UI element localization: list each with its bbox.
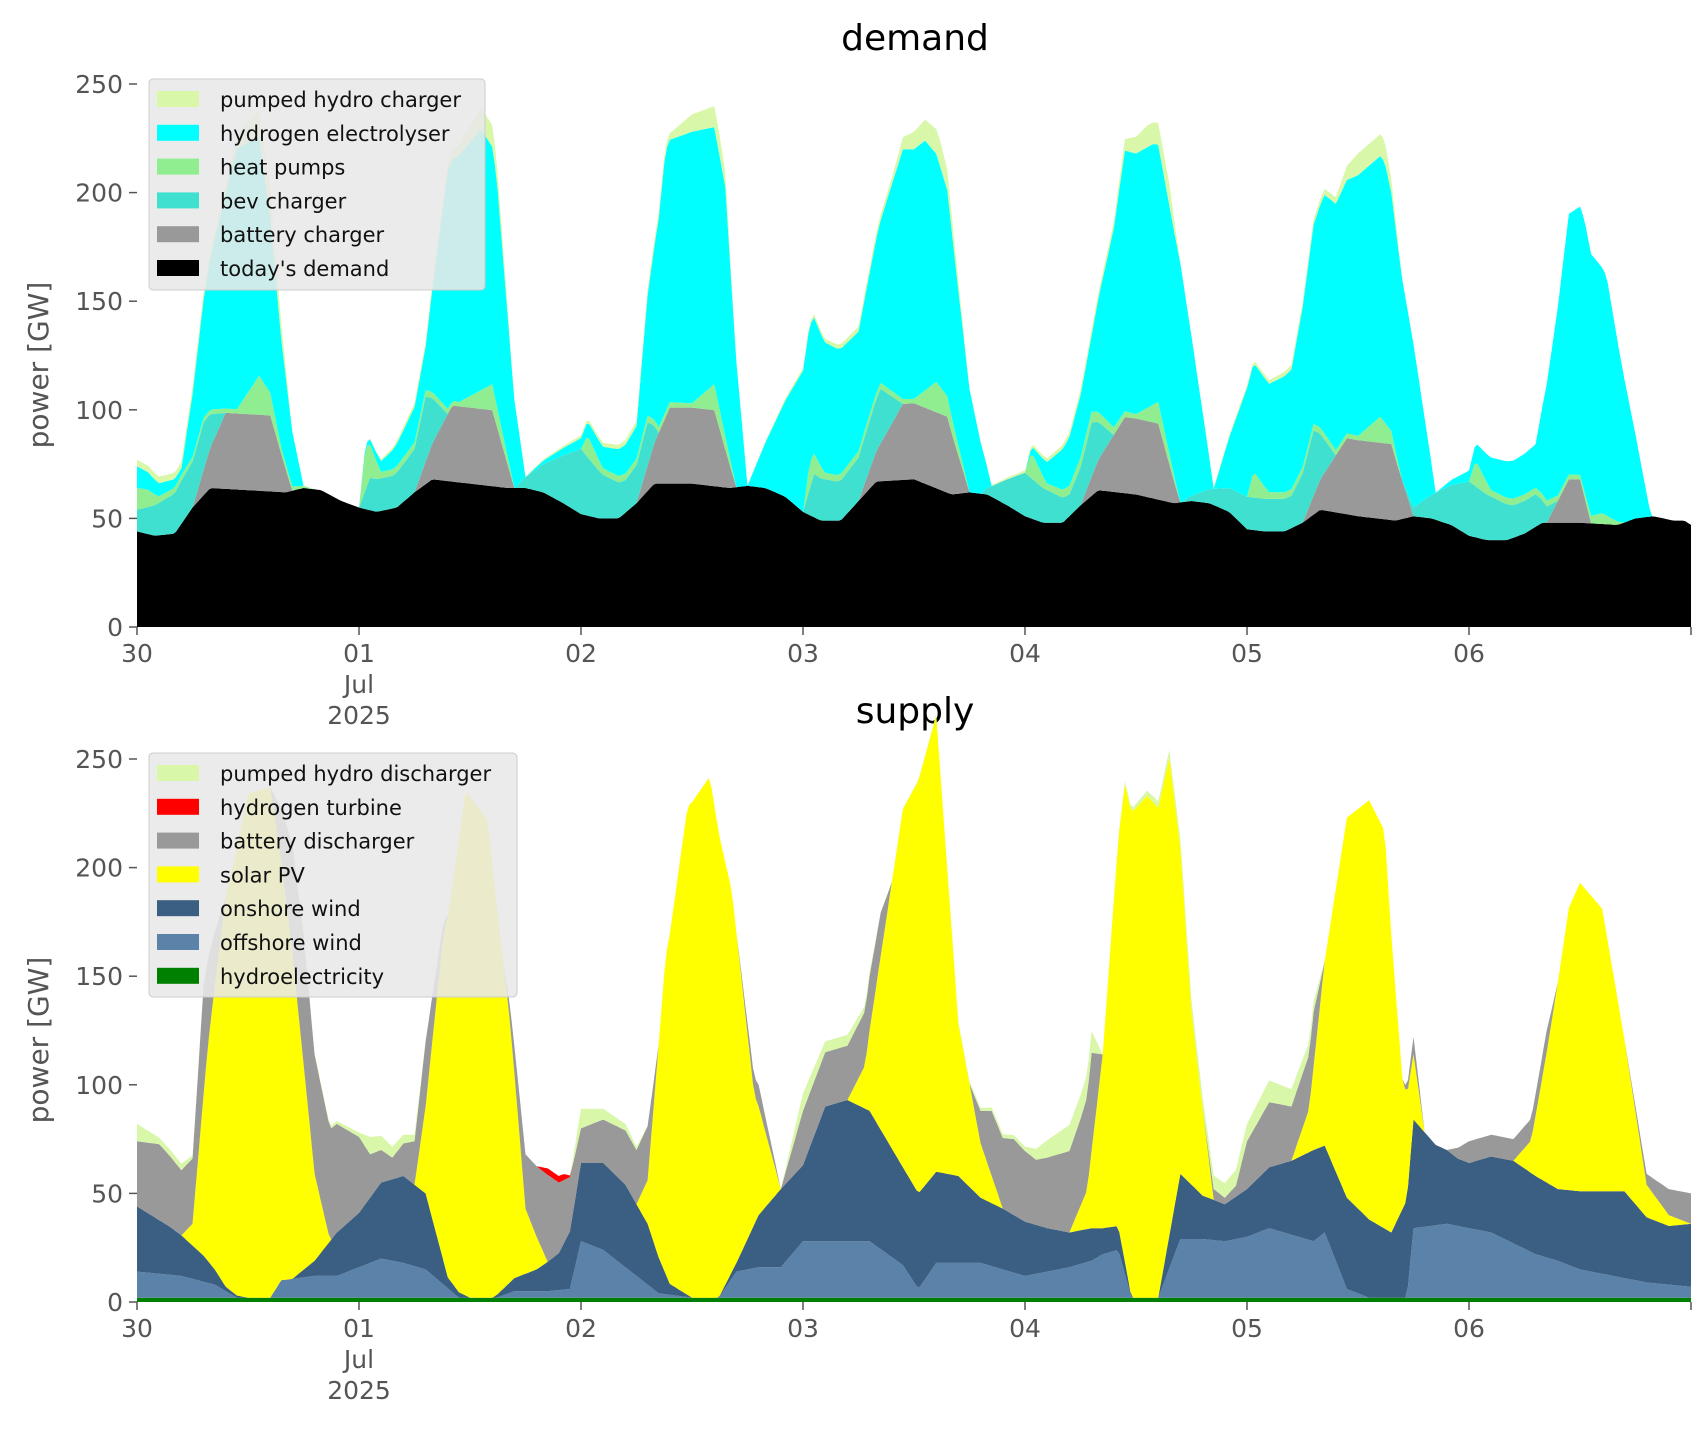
supply-x-tick-label: 06 <box>1453 1314 1485 1343</box>
demand-legend-label-battery-charger: battery charger <box>220 223 385 247</box>
supply-x-tick-label: 2025 <box>327 1376 391 1405</box>
supply-x-tick-label: 04 <box>1009 1314 1041 1343</box>
demand-legend-label-heat-pumps: heat pumps <box>220 156 345 180</box>
demand-area-hydrogen-electrolyser <box>137 127 1691 525</box>
demand-y-tick-label: 150 <box>75 287 123 316</box>
demand-x-tick-label: 06 <box>1453 639 1485 668</box>
supply-legend-label-onshore-wind: onshore wind <box>220 897 361 921</box>
demand-area-today-s-demand <box>137 479 1691 627</box>
supply-area-battery-discharger <box>137 715 1691 1262</box>
supply-legend-label-hydrogen-turbine: hydrogen turbine <box>220 796 402 820</box>
supply-y-tick-label: 250 <box>75 745 123 774</box>
supply-x-tick-label: 01 <box>343 1314 375 1343</box>
demand-chart-title: demand <box>841 18 989 59</box>
demand-x-tick-label: 04 <box>1009 639 1041 668</box>
demand-areas <box>137 106 1691 627</box>
demand-x-tick-label: 01 <box>343 639 375 668</box>
supply-y-tick-label: 50 <box>91 1179 123 1208</box>
demand-x-tick-label: 02 <box>565 639 597 668</box>
demand-x-tick-label: Jul <box>342 670 374 699</box>
supply-legend: pumped hydro discharger hydrogen turbine b… <box>148 752 518 998</box>
supply-legend-swatch-solar-pv <box>157 866 199 883</box>
demand-legend-swatch-heat-pumps <box>157 158 199 175</box>
supply-legend-label-pumped-hydro-discharger: pumped hydro discharger <box>220 762 491 786</box>
supply-legend-swatch-battery-discharger <box>157 832 199 849</box>
demand-y-tick-label: 100 <box>75 396 123 425</box>
supply-legend-swatch-hydrogen-turbine <box>157 798 199 815</box>
demand-y-axis-label: power [GW] <box>22 282 55 449</box>
demand-legend-swatch-today-s-demand <box>157 260 199 276</box>
demand-y-tick-label: 200 <box>75 179 123 208</box>
supply-area-offshore-wind <box>137 1223 1691 1298</box>
supply-legend-swatch-pumped-hydro-discharger <box>157 765 199 781</box>
supply-legend-box <box>148 752 518 998</box>
demand-legend-swatch-pumped-hydro-charger <box>157 91 199 107</box>
supply-x-tick-label: 05 <box>1231 1314 1263 1343</box>
supply-legend-label-hydroelectricity: hydroelectricity <box>220 965 384 989</box>
demand-legend-box <box>148 78 486 291</box>
supply-legend-swatch-hydroelectricity <box>157 967 199 984</box>
supply-area-solar-pv <box>137 715 1691 1298</box>
supply-legend-label-battery-discharger: battery discharger <box>220 830 415 854</box>
supply-y-tick-label: 200 <box>75 854 123 883</box>
supply-x-tick-label: Jul <box>342 1345 374 1374</box>
demand-legend-swatch-hydrogen-electrolyser <box>157 124 199 141</box>
supply-legend-swatch-onshore-wind <box>157 900 199 917</box>
demand-legend-label-hydrogen-electrolyser: hydrogen electrolyser <box>220 122 450 146</box>
supply-y-tick-label: 100 <box>75 1071 123 1100</box>
demand-legend-label-today-s-demand: today's demand <box>220 257 389 281</box>
supply-legend-swatch-offshore-wind <box>157 934 199 950</box>
demand-legend-swatch-battery-charger <box>157 226 199 243</box>
demand-x-tick-label: 30 <box>121 639 153 668</box>
demand-legend-label-pumped-hydro-charger: pumped hydro charger <box>220 88 461 112</box>
supply-areas <box>137 713 1691 1302</box>
supply-x-tick-label: 03 <box>787 1314 819 1343</box>
demand-x-tick-label: 05 <box>1231 639 1263 668</box>
supply-chart-title: supply <box>856 691 975 732</box>
demand-legend-label-bev-charger: bev charger <box>220 189 347 213</box>
supply-legend-label-offshore-wind: offshore wind <box>220 931 362 955</box>
demand-legend-swatch-bev-charger <box>157 192 199 209</box>
demand-y-tick-label: 250 <box>75 70 123 99</box>
supply-y-axis-label: power [GW] <box>22 957 55 1124</box>
supply-x-tick-label: 02 <box>565 1314 597 1343</box>
demand-x-tick-label: 2025 <box>327 701 391 730</box>
demand-y-tick-label: 0 <box>107 613 123 642</box>
demand-y-tick-label: 50 <box>91 504 123 533</box>
supply-area-onshore-wind <box>137 1100 1691 1298</box>
supply-legend-label-solar-pv: solar PV <box>220 863 305 887</box>
supply-area-hydroelectricity <box>137 1297 1691 1302</box>
demand-area-bev-charger <box>137 388 1691 541</box>
demand-legend: pumped hydro charger hydrogen electrolyse… <box>148 78 486 291</box>
supply-x-tick-label: 30 <box>121 1314 153 1343</box>
supply-y-tick-label: 0 <box>107 1288 123 1317</box>
demand-area-battery-charger <box>137 403 1691 541</box>
supply-y-tick-label: 150 <box>75 962 123 991</box>
demand-x-tick-label: 03 <box>787 639 819 668</box>
